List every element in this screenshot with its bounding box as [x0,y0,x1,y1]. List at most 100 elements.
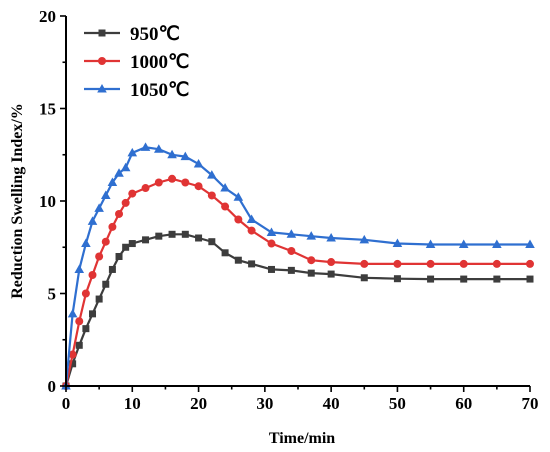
data-point-0-21 [287,266,295,274]
x-tick-label-6: 60 [455,394,472,413]
data-point-1-26 [426,259,435,268]
data-point-0-27 [460,275,468,283]
data-point-2-2 [74,264,85,273]
data-point-1-23 [327,258,336,267]
legend-item-2: 1050℃ [84,80,189,101]
series-2 [61,142,535,390]
data-point-0-2 [75,341,83,349]
data-point-2-17 [220,183,230,192]
data-point-0-8 [115,253,123,260]
x-tick-label-4: 40 [323,394,340,413]
data-point-2-25 [392,238,403,248]
data-point-1-9 [121,198,130,207]
data-point-2-8 [114,168,124,177]
series-1 [62,174,534,390]
data-point-2-16 [207,170,217,179]
axes-layer: 0 10 20 30 40 50 60 70 0 5 10 15 20 [39,7,539,413]
data-point-2-26 [425,239,436,248]
data-point-2-6 [100,190,111,199]
data-point-2-23 [326,233,336,242]
data-point-0-1 [69,360,77,368]
data-point-2-4 [87,216,98,225]
data-point-0-22 [307,269,315,277]
data-point-2-29 [525,239,535,248]
data-point-1-12 [154,178,163,187]
data-point-1-16 [207,191,216,200]
data-point-1-29 [526,259,534,268]
data-point-1-5 [95,252,104,261]
data-point-2-12 [154,144,164,153]
data-point-2-3 [81,238,91,248]
x-tick-label-7: 70 [522,394,539,413]
data-point-1-28 [492,259,501,268]
data-point-2-20 [266,227,277,236]
data-point-0-6 [102,280,110,288]
y-tick-label-4: 20 [39,7,56,26]
series-layer [61,142,535,390]
data-point-1-6 [101,237,110,246]
legend-item-1: 1000℃ [84,52,189,73]
data-point-1-20 [267,239,276,248]
data-point-2-24 [359,234,370,244]
data-point-0-3 [82,325,90,333]
data-point-0-13 [168,230,176,238]
data-point-0-18 [234,256,242,264]
data-point-2-19 [246,214,257,223]
y-axis-title: Reduction Swelling Index/% [9,103,26,299]
data-point-0-25 [393,275,401,283]
legend: 950℃ 1000℃ 1050℃ [84,24,189,101]
legend-marker-2 [97,84,107,93]
x-tick-label-0: 0 [62,394,71,413]
data-point-2-10 [127,147,138,157]
legend-item-0: 950℃ [84,24,180,45]
data-point-2-15 [193,159,204,168]
data-point-0-15 [195,234,203,242]
data-point-1-4 [88,271,97,279]
y-tick-label-3: 15 [39,100,56,119]
legend-label-2: 1050℃ [130,80,189,101]
data-point-1-22 [307,256,316,265]
data-point-2-13 [167,149,177,159]
data-point-1-18 [234,215,243,224]
data-point-2-5 [94,203,104,212]
y-tick-label-2: 10 [39,192,56,211]
data-point-1-24 [360,259,369,268]
data-point-2-9 [120,162,131,172]
data-point-1-8 [115,209,124,218]
data-point-1-1 [68,350,77,359]
data-point-2-27 [458,239,469,248]
data-point-0-17 [221,249,229,257]
data-point-2-21 [286,229,297,238]
data-point-0-16 [208,238,216,246]
legend-marker-1 [98,57,106,65]
data-point-1-2 [75,317,84,326]
data-point-1-10 [128,189,137,198]
data-point-0-14 [181,230,189,238]
data-point-2-18 [233,192,244,201]
data-point-0-7 [108,265,116,273]
data-point-2-7 [107,177,118,186]
data-point-0-28 [493,275,501,283]
data-point-1-3 [81,289,90,298]
data-point-1-14 [181,178,190,187]
legend-label-0: 950℃ [130,24,180,45]
x-tick-label-1: 10 [124,394,141,413]
data-point-1-19 [247,226,256,235]
data-point-1-7 [108,222,117,231]
data-point-1-27 [459,259,468,268]
y-tick-label-0: 0 [48,377,57,396]
data-point-1-21 [287,246,296,255]
data-point-0-23 [327,270,335,278]
data-point-0-26 [427,275,435,283]
data-point-1-11 [141,184,150,193]
legend-label-1: 1000℃ [130,52,189,73]
data-point-2-14 [180,151,191,161]
data-point-1-15 [194,182,203,191]
data-point-0-11 [142,236,150,244]
x-tick-label-5: 50 [389,394,406,413]
data-point-2-28 [492,239,502,248]
y-tick-label-1: 5 [48,285,57,304]
legend-marker-0 [98,29,106,37]
